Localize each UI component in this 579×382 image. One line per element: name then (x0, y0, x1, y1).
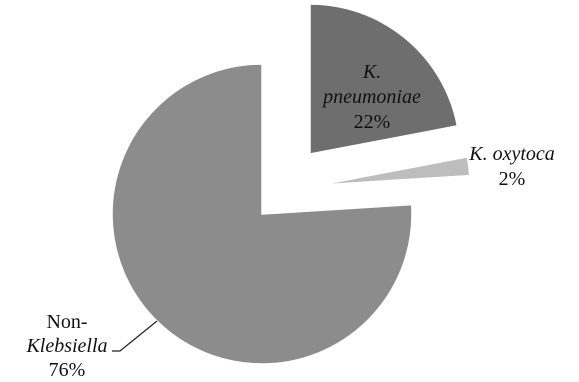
pie-leader-line-2 (112, 320, 158, 352)
pie-slice-label-1-line-0: K. oxytoca (468, 143, 555, 165)
pie-slice-label-0-line-0: K. (362, 61, 381, 83)
pie-slice-label-2-line-2: 76% (49, 359, 86, 381)
pie-slice-2 (111, 63, 413, 365)
pie-slice-0 (309, 3, 459, 155)
pie-slice-label-2-line-1: Klebsiella (25, 335, 107, 357)
pie-labels: K. pneumoniae 22% K. oxytoca 2% Non-Klebsiell… (25, 61, 554, 381)
pie-slice-label-0-line-1: pneumoniae (321, 86, 421, 108)
pie-slice-1 (319, 156, 471, 186)
pie-slice-label-1: K. oxytoca 2% (468, 143, 555, 190)
pie-slice-label-2: Non-Klebsiella 76% (25, 311, 107, 381)
pie-slice-label-0: K. pneumoniae 22% (321, 61, 421, 133)
pie-slice-label-0-line-2: 22% (354, 111, 391, 133)
pie-slice-label-2-line-0: Non- (46, 311, 87, 333)
pie-slice-label-1-line-1: 2% (499, 168, 526, 190)
pie-slices (111, 3, 471, 365)
